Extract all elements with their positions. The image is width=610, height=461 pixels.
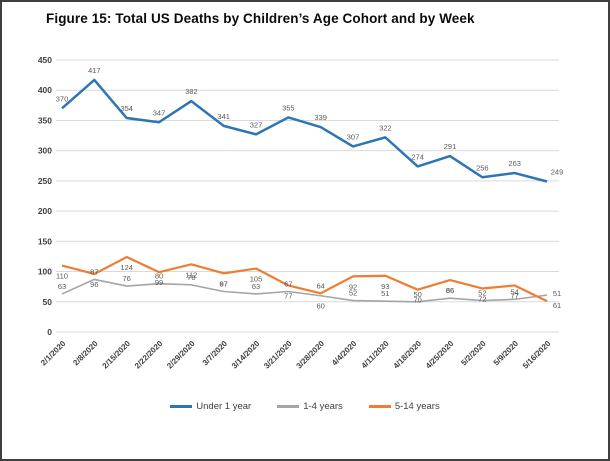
y-tick-label: 50 bbox=[43, 297, 53, 307]
data-label-under-1-year: 322 bbox=[379, 123, 392, 132]
data-label-under-1-year: 370 bbox=[56, 94, 69, 103]
data-label-1-4-years: 61 bbox=[553, 301, 561, 310]
legend-label-5-14-years: 5-14 years bbox=[394, 401, 440, 412]
data-label-under-1-year: 307 bbox=[347, 132, 360, 141]
data-label-1-4-years: 67 bbox=[284, 280, 292, 289]
data-label-5-14-years: 70 bbox=[413, 296, 421, 305]
data-label-1-4-years: 78 bbox=[187, 273, 195, 282]
x-tick-label: 3/7/2020 bbox=[201, 339, 230, 368]
data-label-under-1-year: 341 bbox=[217, 112, 230, 121]
x-tick-label: 2/15/2020 bbox=[101, 339, 133, 371]
y-tick-label: 300 bbox=[38, 146, 52, 156]
data-label-5-14-years: 77 bbox=[284, 291, 292, 300]
x-tick-label: 2/8/2020 bbox=[71, 339, 100, 368]
data-label-5-14-years: 92 bbox=[349, 282, 357, 291]
data-label-under-1-year: 249 bbox=[551, 167, 564, 176]
data-label-1-4-years: 52 bbox=[478, 289, 486, 298]
x-tick-label: 2/1/2020 bbox=[39, 339, 68, 368]
data-label-under-1-year: 347 bbox=[153, 108, 166, 117]
data-label-5-14-years: 51 bbox=[553, 289, 561, 298]
legend-label-1-4-years: 1-4 years bbox=[303, 401, 343, 412]
data-label-1-4-years: 76 bbox=[122, 274, 130, 283]
data-label-5-14-years: 93 bbox=[381, 282, 389, 291]
x-tick-label: 4/18/2020 bbox=[392, 339, 424, 371]
y-tick-label: 0 bbox=[47, 327, 52, 337]
data-label-1-4-years: 56 bbox=[446, 286, 454, 295]
data-label-under-1-year: 327 bbox=[250, 120, 263, 129]
data-label-under-1-year: 382 bbox=[185, 87, 198, 96]
x-tick-label: 3/28/2020 bbox=[295, 339, 327, 371]
legend-item-1-4-years: 1-4 years bbox=[277, 401, 343, 412]
chart-title: Figure 15: Total US Deaths by Children’s… bbox=[46, 11, 475, 26]
data-label-1-4-years: 52 bbox=[349, 289, 357, 298]
data-label-1-4-years: 87 bbox=[90, 267, 98, 276]
data-label-under-1-year: 355 bbox=[282, 103, 295, 112]
data-label-5-14-years: 96 bbox=[90, 280, 98, 289]
data-label-5-14-years: 86 bbox=[446, 286, 454, 295]
x-tick-label: 5/9/2020 bbox=[492, 339, 521, 368]
x-tick-label: 5/2/2020 bbox=[459, 339, 488, 368]
x-tick-label: 4/11/2020 bbox=[360, 339, 392, 371]
x-tick-label: 5/16/2020 bbox=[521, 339, 553, 371]
data-label-1-4-years: 80 bbox=[155, 272, 163, 281]
y-tick-label: 450 bbox=[38, 55, 52, 65]
legend-item-5-14-years: 5-14 years bbox=[368, 401, 440, 412]
data-label-5-14-years: 77 bbox=[510, 291, 518, 300]
data-label-1-4-years: 51 bbox=[381, 289, 389, 298]
legend-item-under-1-year: Under 1 year bbox=[170, 401, 251, 412]
series-line-1-4-years bbox=[61, 278, 548, 303]
x-tick-label: 4/25/2020 bbox=[424, 339, 456, 371]
y-tick-label: 350 bbox=[38, 115, 52, 125]
y-tick-label: 150 bbox=[38, 236, 52, 246]
series-line-5-14-years bbox=[61, 255, 548, 303]
data-label-under-1-year: 256 bbox=[476, 163, 489, 172]
x-tick-label: 3/14/2020 bbox=[230, 339, 262, 371]
data-label-1-4-years: 50 bbox=[413, 290, 421, 299]
data-label-1-4-years: 63 bbox=[252, 282, 260, 291]
series-line-under-1-year bbox=[61, 78, 548, 183]
y-tick-label: 250 bbox=[38, 176, 52, 186]
data-label-5-14-years: 72 bbox=[478, 294, 486, 303]
x-tick-label: 3/21/2020 bbox=[262, 339, 294, 371]
data-label-5-14-years: 105 bbox=[250, 275, 263, 284]
data-label-5-14-years: 124 bbox=[120, 263, 133, 272]
data-label-5-14-years: 110 bbox=[56, 272, 68, 281]
data-label-5-14-years: 64 bbox=[316, 281, 324, 290]
legend: Under 1 year 1-4 years 5-14 years bbox=[2, 401, 608, 412]
data-label-1-4-years: 63 bbox=[58, 282, 66, 291]
data-label-under-1-year: 274 bbox=[411, 152, 424, 161]
data-label-under-1-year: 417 bbox=[88, 66, 101, 75]
data-label-5-14-years: 112 bbox=[185, 270, 197, 279]
x-tick-label: 2/22/2020 bbox=[133, 339, 165, 371]
legend-label-under-1-year: Under 1 year bbox=[196, 401, 252, 412]
data-label-5-14-years: 99 bbox=[155, 278, 163, 287]
x-tick-label: 4/4/2020 bbox=[330, 339, 359, 368]
data-label-1-4-years: 60 bbox=[316, 302, 324, 311]
legend-line-swatch-under-1-year bbox=[170, 405, 193, 408]
data-label-1-4-years: 67 bbox=[219, 280, 227, 289]
x-tick-label: 2/29/2020 bbox=[165, 339, 197, 371]
data-label-under-1-year: 339 bbox=[314, 113, 327, 122]
data-label-under-1-year: 291 bbox=[444, 142, 457, 151]
data-label-under-1-year: 263 bbox=[508, 159, 521, 168]
y-tick-label: 200 bbox=[38, 206, 52, 216]
y-tick-label: 400 bbox=[38, 85, 52, 95]
y-tick-label: 100 bbox=[38, 267, 52, 277]
data-label-5-14-years: 97 bbox=[219, 279, 227, 288]
legend-line-swatch-1-4-years bbox=[277, 405, 300, 408]
data-label-1-4-years: 54 bbox=[510, 287, 518, 296]
data-label-under-1-year: 354 bbox=[120, 104, 133, 113]
legend-line-swatch-5-14-years bbox=[368, 405, 391, 408]
